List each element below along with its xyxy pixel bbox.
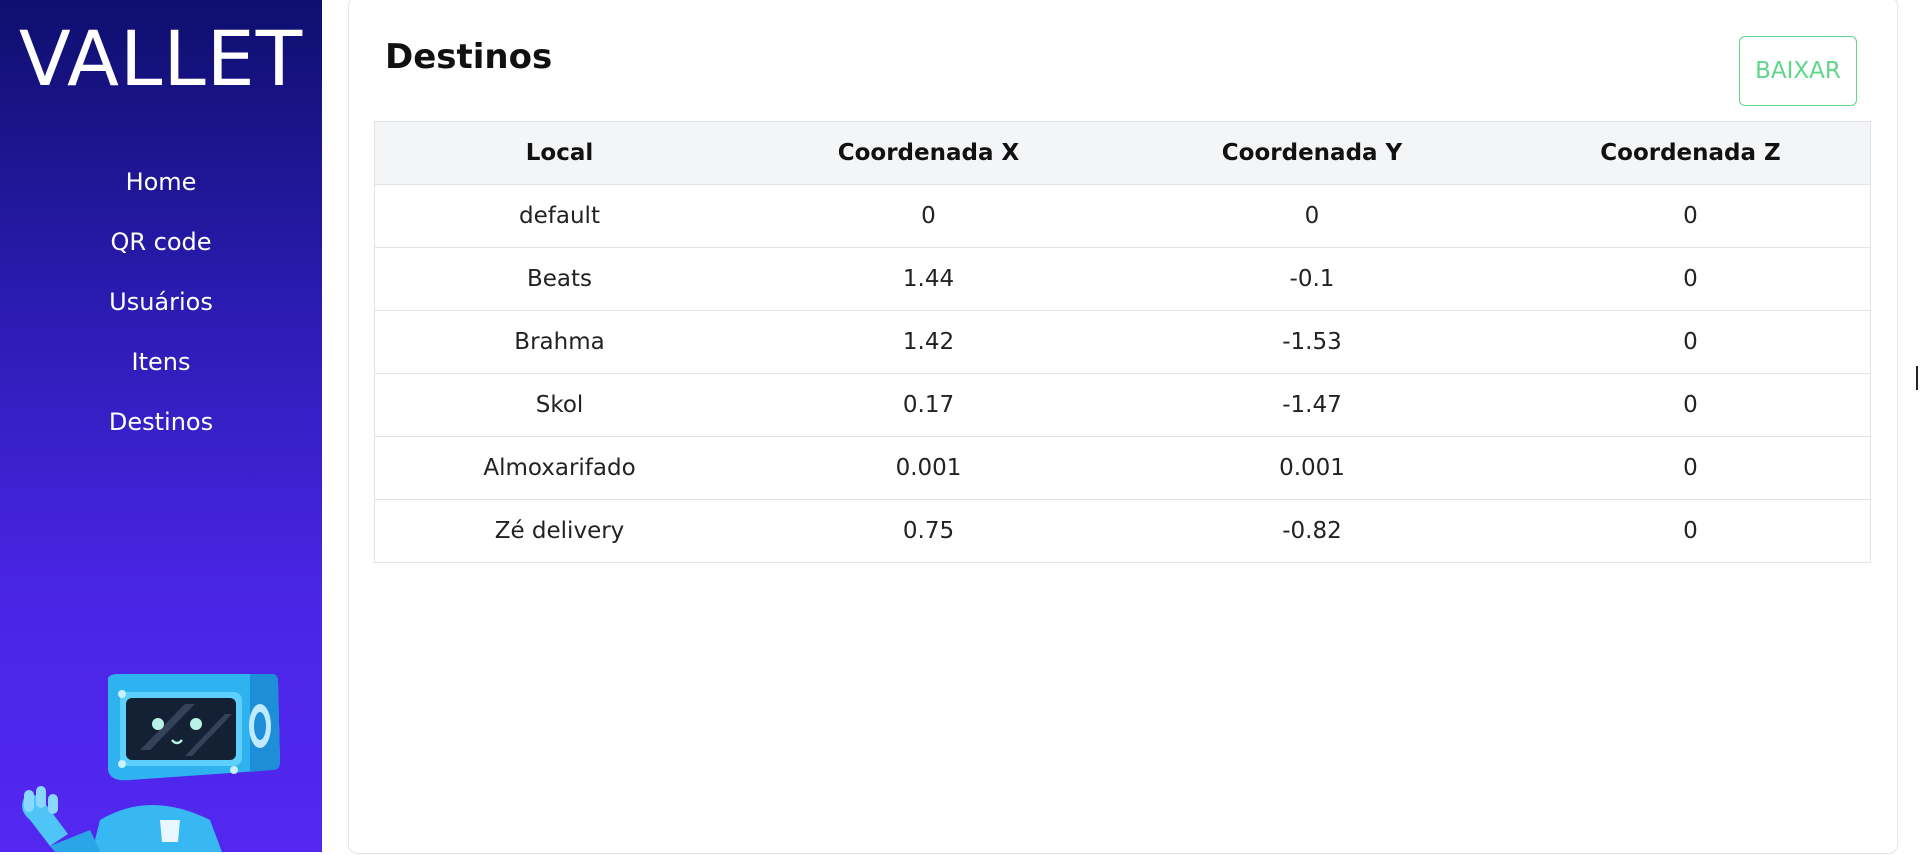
app-logo: VALLET [18,14,304,103]
cell-coord-z: 0 [1511,310,1871,374]
page-title: Destinos [385,37,553,77]
cell-coord-z: 0 [1511,373,1871,437]
download-button[interactable]: BAIXAR [1739,36,1857,106]
cell-coord-y: -0.82 [1113,499,1511,563]
cell-coord-x: 0.17 [744,373,1113,437]
text-cursor [1916,366,1918,390]
sidebar-item-destinos[interactable]: Destinos [108,408,214,436]
cell-local: default [374,184,744,248]
cell-coord-y: -1.47 [1113,373,1511,437]
cell-coord-y: -1.53 [1113,310,1511,374]
robot-mascot-icon [22,674,280,852]
cell-coord-z: 0 [1511,184,1871,248]
main-panel: Destinos BAIXAR Local Coordenada X Coord… [348,0,1898,854]
sidebar-item-qr-code[interactable]: QR code [110,228,212,256]
table-row[interactable]: Almoxarifado 0.001 0.001 0 [374,436,1871,500]
cell-coord-x: 1.42 [744,310,1113,374]
cell-coord-x: 0 [744,184,1113,248]
column-header-coordenada-y[interactable]: Coordenada Y [1113,121,1511,185]
cell-coord-z: 0 [1511,499,1871,563]
cell-local: Skol [374,373,744,437]
sidebar-item-itens[interactable]: Itens [131,348,191,376]
cell-coord-y: 0.001 [1113,436,1511,500]
sidebar-nav: Home QR code Usuários Itens Destinos [0,162,322,462]
cell-coord-z: 0 [1511,436,1871,500]
column-header-coordenada-z[interactable]: Coordenada Z [1511,121,1871,185]
table-row[interactable]: default 0 0 0 [374,184,1871,248]
cell-coord-y: -0.1 [1113,247,1511,311]
sidebar-item-home[interactable]: Home [125,168,197,196]
table-row[interactable]: Skol 0.17 -1.47 0 [374,373,1871,437]
cell-local: Brahma [374,310,744,374]
cell-coord-x: 0.75 [744,499,1113,563]
column-header-local[interactable]: Local [374,121,744,185]
table-header-row: Local Coordenada X Coordenada Y Coordena… [374,121,1871,185]
table-row[interactable]: Zé delivery 0.75 -0.82 0 [374,499,1871,563]
sidebar: VALLET Home QR code Usuários Itens Desti… [0,0,322,852]
destinations-table: Local Coordenada X Coordenada Y Coordena… [374,121,1871,563]
cell-coord-y: 0 [1113,184,1511,248]
table-row[interactable]: Brahma 1.42 -1.53 0 [374,310,1871,374]
cell-local: Almoxarifado [374,436,744,500]
column-header-coordenada-x[interactable]: Coordenada X [744,121,1113,185]
table-row[interactable]: Beats 1.44 -0.1 0 [374,247,1871,311]
cell-coord-z: 0 [1511,247,1871,311]
cell-coord-x: 1.44 [744,247,1113,311]
cell-local: Zé delivery [374,499,744,563]
cell-local: Beats [374,247,744,311]
cell-coord-x: 0.001 [744,436,1113,500]
sidebar-item-usuarios[interactable]: Usuários [109,288,213,316]
